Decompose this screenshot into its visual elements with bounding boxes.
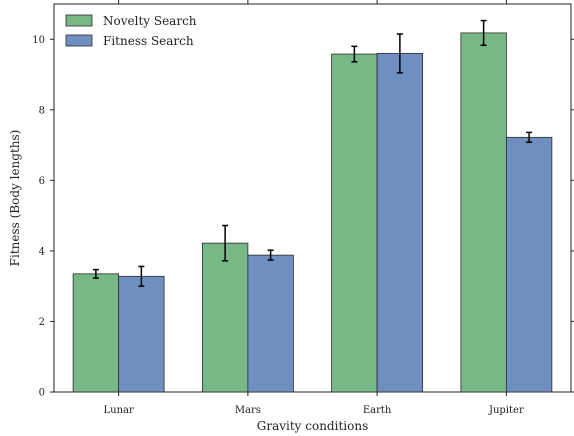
legend-swatch-fitness-search <box>65 34 93 47</box>
x-tick-label-earth: Earth <box>363 405 392 416</box>
error-bar-fitness-search-mars <box>267 249 274 261</box>
y-tick-label: 6 <box>39 176 45 187</box>
bar-novelty-search-mars <box>201 242 249 393</box>
bar-fitness-search-earth <box>376 52 424 393</box>
bar-fitness-search-jupiter <box>505 136 553 393</box>
legend: Novelty Search Fitness Search <box>65 14 197 48</box>
legend-label-novelty-search: Novelty Search <box>103 14 197 28</box>
y-tick-label: 8 <box>39 105 45 116</box>
y-tick-label: 0 <box>39 388 45 399</box>
error-bar-fitness-search-jupiter <box>526 131 533 144</box>
bar-fitness-search-mars <box>247 254 294 393</box>
y-tick-label: 10 <box>32 35 45 46</box>
y-tick-label: 4 <box>39 246 45 257</box>
x-axis-label: Gravity conditions <box>257 419 368 433</box>
bar-novelty-search-earth <box>331 53 378 393</box>
legend-label-fitness-search: Fitness Search <box>103 34 194 48</box>
error-bar-novelty-search-lunar <box>92 268 99 279</box>
error-bar-novelty-search-mars <box>222 224 229 262</box>
error-bar-fitness-search-earth <box>396 33 403 74</box>
legend-swatch-novelty-search <box>65 14 93 27</box>
y-tick-label: 2 <box>39 317 45 328</box>
error-bar-fitness-search-lunar <box>138 265 145 287</box>
bar-novelty-search-jupiter <box>460 32 507 393</box>
x-tick-label-lunar: Lunar <box>103 405 133 416</box>
error-bar-novelty-search-jupiter <box>480 19 487 47</box>
x-tick-label-jupiter: Jupiter <box>488 405 524 416</box>
bar-fitness-search-lunar <box>118 275 165 393</box>
bar-novelty-search-lunar <box>72 273 120 393</box>
error-bar-novelty-search-earth <box>351 45 358 63</box>
x-tick-label-mars: Mars <box>235 405 261 416</box>
y-axis-label: Fitness (Body lengths) <box>8 130 22 267</box>
